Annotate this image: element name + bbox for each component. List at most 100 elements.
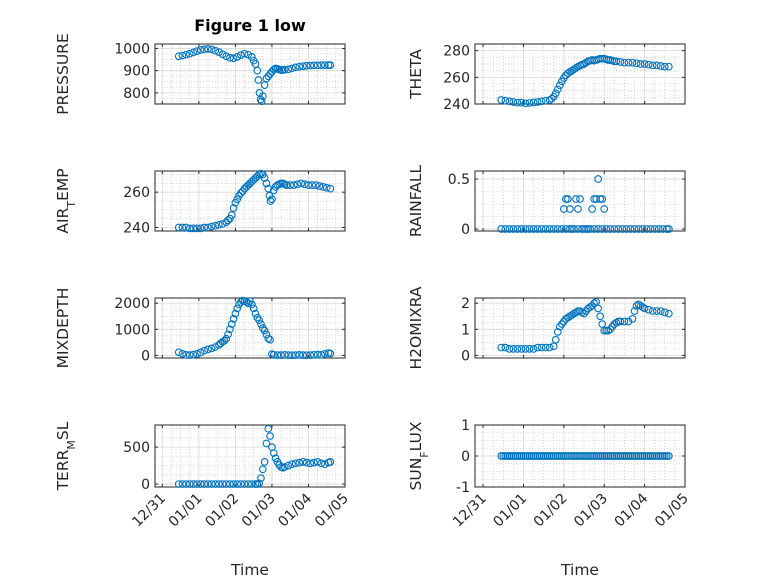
data-point (616, 317, 625, 326)
data-point (224, 330, 232, 339)
y-axis-label: THETA (407, 49, 425, 100)
data-point (545, 343, 554, 352)
data-point (200, 480, 209, 488)
data-point (299, 351, 307, 359)
data-point (288, 64, 296, 73)
x-tick-label: 01/01 (490, 491, 530, 531)
y-axis-label: RAINFALL (407, 164, 425, 237)
data-point (594, 304, 603, 313)
data-point (630, 225, 639, 233)
data-point (182, 50, 190, 59)
y-tick-label: 800 (123, 86, 150, 102)
axes-box (474, 297, 686, 359)
data-point (229, 315, 238, 323)
x-tick-label: 12/31 (129, 491, 169, 531)
data-point (218, 480, 227, 488)
data-point (200, 223, 209, 232)
data-point (193, 480, 201, 488)
data-point (233, 304, 242, 313)
data-point (284, 461, 293, 470)
data-point (204, 45, 212, 53)
plot-area (475, 44, 685, 104)
data-point (262, 179, 271, 188)
x-tick-label: 01/04 (612, 490, 652, 530)
data-point (254, 76, 263, 84)
data-point (578, 308, 586, 317)
data-point (630, 307, 639, 315)
data-point (288, 460, 296, 468)
data-point (636, 301, 645, 310)
data-point (277, 351, 285, 359)
data-point (545, 225, 554, 233)
data-point (291, 63, 300, 72)
x-tick-label: 01/03 (571, 491, 611, 531)
data-point (273, 351, 282, 359)
x-tick-label: 01/01 (166, 491, 206, 531)
data-point (648, 61, 657, 70)
data-point (549, 225, 558, 233)
data-point (310, 458, 318, 467)
data-point (237, 480, 245, 488)
data-point (300, 180, 309, 189)
data-point (319, 183, 327, 191)
data-point (555, 81, 564, 90)
data-point (640, 60, 649, 68)
chart-title: Figure 1 low (194, 16, 306, 35)
data-point (626, 225, 635, 233)
data-point (620, 58, 629, 67)
data-point (178, 51, 187, 60)
x-tick-label: 01/04 (275, 490, 315, 530)
data-point (590, 299, 598, 308)
data-point (295, 62, 304, 71)
data-point (193, 224, 201, 233)
panel-sun_flux: -1 0 1 12/31 01/01 01/02 01/03 01/04 01/05 Time SU… (407, 418, 692, 579)
data-point (497, 96, 506, 104)
x-tick-label: 01/05 (312, 491, 352, 531)
data-point (509, 345, 518, 353)
data-point (584, 225, 592, 233)
x-axis-label: Time (230, 561, 269, 579)
data-point (295, 351, 304, 359)
data-point (310, 61, 318, 70)
data-point (326, 458, 335, 466)
data-point (501, 96, 510, 105)
data-point (656, 62, 665, 70)
data-point (513, 345, 522, 353)
data-point (664, 452, 673, 460)
panel-mixdepth: 0 1000 2000 MIXDEPTH (54, 288, 346, 368)
data-point (664, 62, 673, 71)
data-point (284, 65, 293, 74)
data-point (189, 480, 198, 488)
data-point (229, 54, 238, 63)
data-point (547, 94, 556, 103)
data-point (642, 225, 651, 233)
data-point (289, 181, 298, 189)
data-point (229, 204, 238, 212)
data-point (596, 195, 605, 203)
data-point (255, 316, 263, 325)
data-point (227, 320, 236, 328)
data-point (215, 220, 223, 229)
y-axis-label: H2OMIXRA (407, 286, 425, 369)
y-axis-label: TERRMSL (54, 421, 78, 491)
data-point (521, 345, 530, 353)
data-point (237, 51, 245, 59)
data-point (652, 307, 661, 315)
data-point (226, 53, 234, 62)
data-point (551, 335, 560, 344)
major-grid (475, 44, 685, 104)
data-point (580, 60, 588, 68)
data-point (304, 181, 313, 189)
data-point (570, 225, 578, 233)
data-point (322, 183, 331, 192)
data-point (660, 452, 669, 460)
data-point (299, 458, 307, 466)
data-point (249, 304, 258, 313)
data-point (260, 326, 269, 335)
data-point (537, 225, 546, 233)
data-point (185, 49, 194, 58)
data-point (211, 46, 220, 55)
data-point (541, 225, 550, 233)
major-grid (475, 298, 685, 358)
